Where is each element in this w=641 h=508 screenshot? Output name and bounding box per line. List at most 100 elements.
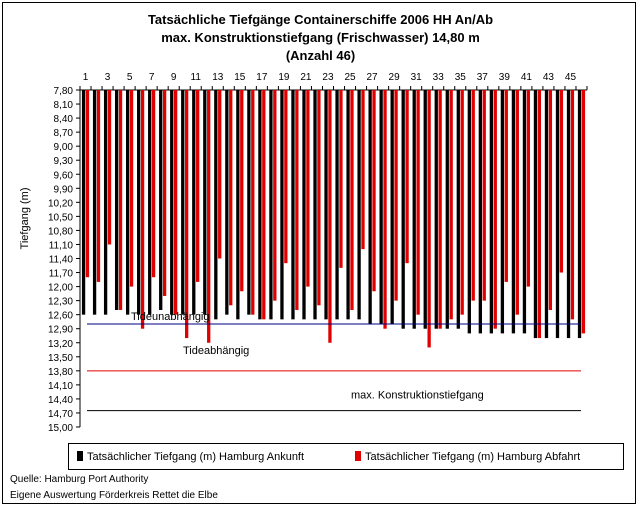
x-tick-label: 31 — [411, 72, 423, 83]
y-tick-label: 14,70 — [48, 409, 73, 420]
y-tick-label: 10,20 — [48, 198, 73, 209]
x-tick-label: 39 — [499, 72, 511, 83]
bar-ankunft — [456, 90, 460, 329]
bar-ankunft — [214, 90, 218, 320]
bar-abfahrt — [416, 90, 420, 315]
y-tick-label: 9,90 — [54, 184, 74, 195]
y-tick-label: 8,10 — [54, 100, 74, 111]
x-tick-label: 13 — [212, 72, 224, 83]
bar-ankunft — [577, 90, 582, 339]
bar-ankunft — [170, 90, 174, 315]
bar-abfahrt — [262, 90, 266, 320]
bar-ankunft — [368, 90, 372, 325]
x-tick-label: 35 — [455, 72, 467, 83]
y-tick-label: 8,70 — [54, 128, 74, 139]
bar-ankunft — [357, 90, 361, 320]
y-tick-label: 9,00 — [54, 142, 74, 153]
bar-ankunft — [236, 90, 240, 320]
x-tick-label: 41 — [521, 72, 533, 83]
reference-line-label: Tideabhängig — [183, 345, 249, 357]
y-tick-label: 13,80 — [48, 367, 73, 378]
bar-abfahrt — [350, 90, 354, 310]
bar-ankunft — [335, 90, 339, 320]
legend-entry-ankunft: Tatsächlicher Tiefgang (m) Hamburg Ankun… — [77, 451, 304, 463]
bar-abfahrt — [151, 90, 156, 278]
y-tick-label: 12,60 — [48, 311, 73, 322]
bar-abfahrt — [118, 90, 123, 310]
y-tick-label: 7,80 — [54, 86, 74, 97]
y-tick-label: 14,40 — [48, 395, 73, 406]
bar-ankunft — [302, 90, 306, 320]
bar-abfahrt — [493, 90, 497, 329]
y-tick-label: 9,30 — [54, 156, 74, 167]
bar-ankunft — [125, 90, 130, 315]
bar-ankunft — [401, 90, 405, 329]
bar-ankunft — [203, 90, 207, 315]
bar-abfahrt — [405, 90, 409, 264]
bar-ankunft — [500, 90, 505, 334]
bar-abfahrt — [96, 90, 101, 282]
x-tick-label: 45 — [565, 72, 577, 83]
bar-abfahrt — [328, 90, 332, 343]
bar-ankunft — [225, 90, 229, 315]
legend-label-abfahrt: Tatsächlicher Tiefgang (m) Hamburg Abfah… — [365, 451, 581, 463]
y-tick-label: 9,60 — [54, 170, 74, 181]
bar-ankunft — [555, 90, 560, 339]
x-tick-label: 3 — [105, 72, 111, 83]
y-tick-label: 11,40 — [49, 255, 74, 266]
x-tick-label: 37 — [477, 72, 489, 83]
bar-abfahrt — [218, 90, 222, 259]
bar-ankunft — [434, 90, 438, 329]
bar-abfahrt — [306, 90, 310, 287]
y-tick-label: 11,10 — [49, 240, 74, 251]
bar-abfahrt — [295, 90, 299, 310]
bar-abfahrt — [504, 90, 508, 282]
bar-abfahrt — [394, 90, 398, 301]
chart-legend: Tatsächlicher Tiefgang (m) Hamburg Ankun… — [68, 443, 624, 470]
bar-ankunft — [247, 90, 251, 315]
bar-ankunft — [423, 90, 427, 329]
x-tick-label: 27 — [367, 72, 379, 83]
bar-abfahrt — [548, 90, 553, 310]
bar-abfahrt — [449, 90, 453, 320]
bar-abfahrt — [361, 90, 365, 250]
x-tick-label: 5 — [127, 72, 133, 83]
y-tick-label: 15,00 — [48, 423, 73, 434]
bar-ankunft — [379, 90, 383, 325]
x-tick-label: 25 — [344, 72, 356, 83]
y-axis-label: Tiefgang (m) — [19, 188, 31, 250]
bar-abfahrt — [383, 90, 387, 329]
bar-ankunft — [313, 90, 317, 320]
y-tick-label: 10,80 — [48, 226, 73, 237]
bar-abfahrt — [427, 90, 431, 348]
bar-abfahrt — [251, 90, 255, 315]
bar-ankunft — [533, 90, 538, 339]
bar-abfahrt — [207, 90, 211, 343]
y-tick-label: 14,10 — [48, 381, 73, 392]
bar-abfahrt — [173, 90, 178, 315]
y-tick-label: 8,40 — [54, 114, 74, 125]
bar-ankunft — [280, 90, 284, 320]
bar-abfahrt — [372, 90, 376, 292]
bar-abfahrt — [537, 90, 542, 339]
chart-title-line-2: max. Konstruktionstiefgang (Frischwasser… — [161, 30, 480, 45]
x-tick-label: 21 — [300, 72, 312, 83]
bar-abfahrt — [438, 90, 442, 329]
bar-abfahrt — [107, 90, 112, 245]
bar-abfahrt — [482, 90, 486, 301]
bar-ankunft — [522, 90, 527, 334]
y-tick-label: 13,50 — [48, 353, 73, 364]
legend-entry-abfahrt: Tatsächlicher Tiefgang (m) Hamburg Abfah… — [355, 451, 580, 463]
x-tick-label: 1 — [83, 72, 89, 83]
footer-credit: Eigene Auswertung Förderkreis Rettet die… — [10, 490, 218, 501]
x-tick-label: 15 — [234, 72, 246, 83]
x-tick-label: 29 — [389, 72, 401, 83]
bar-abfahrt — [196, 90, 200, 282]
bar-ankunft — [511, 90, 516, 334]
y-tick-label: 13,20 — [48, 339, 73, 350]
x-tick-label: 33 — [433, 72, 445, 83]
bar-ankunft — [346, 90, 350, 320]
bar-abfahrt — [581, 90, 586, 334]
x-tick-label: 19 — [278, 72, 290, 83]
